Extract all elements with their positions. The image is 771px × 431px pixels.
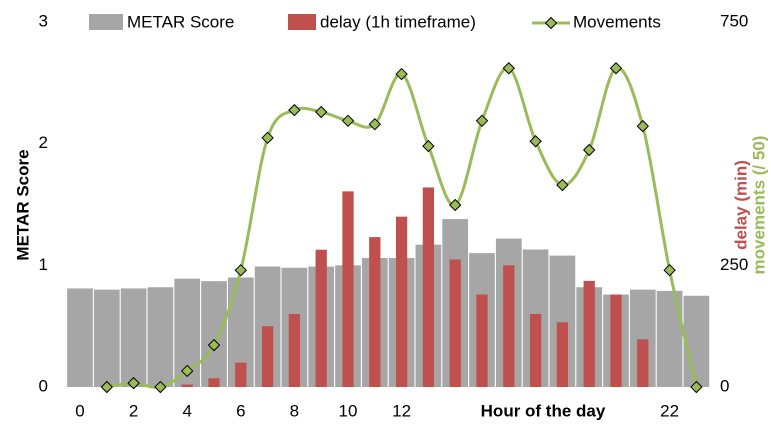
bar	[395, 216, 408, 387]
bar	[342, 191, 354, 387]
bar	[181, 384, 193, 387]
bar	[93, 289, 120, 387]
marker	[261, 131, 274, 145]
x-tick-label: 6	[236, 401, 245, 420]
bar	[449, 259, 461, 387]
bar	[476, 294, 488, 387]
legend-label: delay (1h timeframe)	[320, 12, 476, 31]
marker	[448, 198, 462, 212]
bar	[610, 294, 622, 387]
x-tick-label: 22	[660, 401, 679, 420]
y2-axis-label: delay (min)	[731, 160, 750, 250]
marker	[636, 119, 650, 133]
legend-background	[85, 8, 700, 36]
y2-tick-label: 0	[720, 376, 729, 395]
y2-tick-label: 250	[720, 255, 748, 274]
marker	[314, 105, 328, 119]
y-axis-label: METAR Score	[13, 149, 32, 260]
marker	[663, 263, 676, 277]
x-tick-label: 8	[290, 401, 299, 420]
bar	[67, 288, 93, 387]
marker	[690, 380, 703, 394]
x-tick-label: 2	[129, 401, 138, 420]
marker	[582, 143, 596, 157]
y2-tick-label: 750	[720, 11, 748, 30]
bar	[683, 295, 710, 387]
y-tick-label: 3	[39, 11, 48, 30]
bar	[288, 314, 301, 387]
bar	[261, 326, 274, 387]
marker	[288, 103, 301, 117]
marker	[556, 178, 569, 192]
bar	[369, 237, 381, 387]
bar	[583, 280, 595, 387]
y-tick-label: 2	[39, 133, 48, 152]
bar	[637, 339, 649, 387]
bar	[201, 281, 227, 387]
legend-swatch	[89, 14, 123, 30]
marker	[207, 338, 221, 352]
marker	[609, 62, 623, 75]
x-tick-label: 4	[182, 401, 191, 420]
bar	[120, 288, 147, 387]
marker	[234, 263, 248, 277]
marker	[502, 62, 516, 75]
legend-label: Movements	[573, 12, 661, 31]
marker	[100, 380, 114, 394]
y-tick-label: 0	[39, 376, 48, 395]
bar	[422, 187, 435, 387]
marker	[341, 114, 355, 128]
bar	[529, 314, 542, 387]
marker	[368, 117, 382, 131]
x-tick-label: 12	[392, 401, 411, 420]
bar	[503, 265, 515, 387]
x-axis-label: Hour of the day	[481, 401, 606, 420]
bar	[315, 249, 327, 387]
bar	[235, 362, 247, 387]
y2-axis-label: movements (/ 50)	[749, 136, 768, 275]
bar	[208, 378, 220, 387]
legend-label: METAR Score	[127, 12, 234, 31]
marker	[529, 135, 542, 148]
marker	[180, 364, 194, 378]
legend-marker	[544, 16, 558, 30]
plot-area	[67, 62, 710, 394]
x-tick-label: 10	[339, 401, 358, 420]
bar	[147, 287, 174, 387]
marker	[422, 139, 435, 153]
x-tick-label: 0	[75, 401, 84, 420]
marker	[154, 380, 167, 394]
y-tick-label: 1	[39, 255, 48, 274]
legend-swatch	[288, 14, 316, 30]
bar	[556, 322, 569, 387]
marker	[127, 376, 140, 390]
marker	[395, 67, 408, 81]
legend: METAR Score delay (1h timeframe) Movements	[85, 8, 700, 36]
marker	[475, 114, 489, 128]
